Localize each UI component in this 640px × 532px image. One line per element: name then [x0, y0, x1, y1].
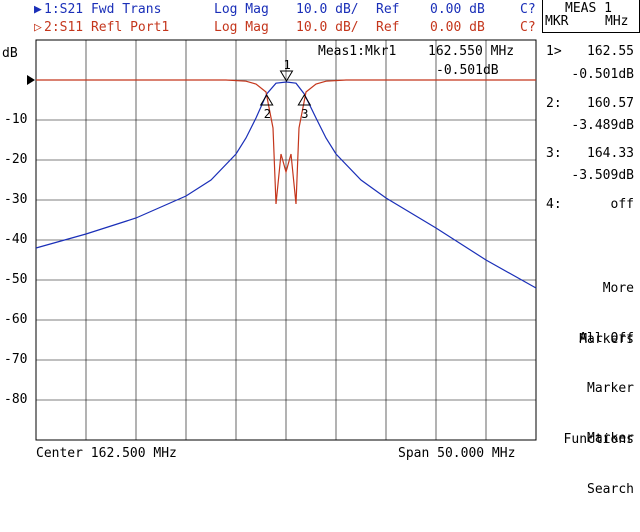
softkey-line2: Markers — [579, 332, 634, 347]
marker1-value: -0.501dB — [571, 67, 634, 82]
softkey-line1: Marker — [587, 381, 634, 396]
softkey-line1: Marker — [587, 431, 634, 446]
softkey-line1: All Off — [579, 331, 634, 346]
y-tick-label: -50 — [4, 272, 28, 287]
meas-box-right: MHz — [605, 14, 629, 29]
reference-level-arrow-icon — [27, 75, 35, 85]
marker-flag-icon[interactable] — [297, 94, 312, 106]
y-tick-label: -10 — [4, 112, 28, 127]
softkey-panel: MEAS 1 MKR MHz 1> 162.55 -0.501dB 2: 160… — [540, 0, 640, 497]
active-marker-label: Meas1:Mkr1 — [318, 44, 397, 59]
y-tick-label: -60 — [4, 312, 28, 327]
active-marker-value: -0.501dB — [436, 63, 499, 78]
y-tick-label: -80 — [4, 392, 28, 407]
marker-functions-softkey[interactable]: Marker Functions — [564, 346, 634, 482]
marker1-num: 1> — [546, 44, 562, 59]
marker1-freq: 162.55 — [587, 44, 634, 59]
active-marker-freq: 162.550 MHz — [428, 44, 515, 59]
trace-plot[interactable]: 1 2 3 — [0, 0, 640, 480]
marker3-value: -3.509dB — [571, 168, 634, 183]
trace2-scale[interactable]: 10.0 dB/ — [296, 20, 359, 35]
trace1-scale[interactable]: 10.0 dB/ — [296, 2, 359, 17]
marker-search-softkey[interactable]: Marker Search — [587, 396, 634, 532]
meas-box[interactable]: MEAS 1 MKR MHz — [542, 0, 640, 33]
marker3-freq: 164.33 — [587, 146, 634, 161]
trace1-marker-icon: ▶ — [34, 2, 42, 17]
y-tick-label: -70 — [4, 352, 28, 367]
marker2-freq: 160.57 — [587, 96, 634, 111]
y-tick-label: -20 — [4, 152, 28, 167]
trace2-id[interactable]: 2:S11 Refl Port1 — [44, 20, 170, 35]
more-markers-softkey[interactable]: More Markers — [579, 246, 634, 382]
y-tick-label: -40 — [4, 232, 28, 247]
marker-flag-number: 2 — [264, 107, 271, 121]
y-tick-label: -30 — [4, 192, 28, 207]
marker2-value: -3.489dB — [571, 118, 634, 133]
trace2-cal-status: C? — [520, 20, 536, 35]
marker3-num: 3: — [546, 146, 562, 161]
trace2-ref-label: Ref — [376, 20, 400, 35]
softkey-line2: Functions — [563, 432, 634, 447]
marker4-num: 4: — [546, 197, 562, 212]
softkey-line1: More — [602, 281, 634, 296]
marker4-freq: off — [610, 197, 634, 212]
y-unit-label: dB — [2, 46, 18, 61]
s11-trace-line — [36, 79, 536, 205]
marker-flag-number: 1 — [284, 58, 291, 72]
trace1-id[interactable]: 1:S21 Fwd Trans — [44, 2, 162, 17]
all-off-softkey[interactable]: All Off — [579, 296, 634, 381]
trace1-ref-value[interactable]: 0.00 dB — [430, 2, 485, 17]
span-frequency[interactable]: Span 50.000 MHz — [398, 446, 516, 461]
trace1-format[interactable]: Log Mag — [214, 2, 269, 17]
softkey-line2: Search — [587, 482, 634, 497]
marker-flag-number: 3 — [301, 107, 308, 121]
marker2-num: 2: — [546, 96, 562, 111]
center-frequency[interactable]: Center 162.500 MHz — [36, 446, 177, 461]
trace2-format[interactable]: Log Mag — [214, 20, 269, 35]
trace1-cal-status: C? — [520, 2, 536, 17]
marker-flag-icon[interactable] — [259, 94, 274, 106]
trace1-ref-label: Ref — [376, 2, 400, 17]
meas-box-left: MKR — [545, 14, 569, 29]
s21-trace-line — [35, 81, 537, 289]
trace2-marker-icon: ▷ — [34, 20, 42, 35]
meas-box-title: MEAS 1 — [565, 1, 612, 16]
marker-flag-icon[interactable] — [279, 70, 294, 82]
trace2-ref-value[interactable]: 0.00 dB — [430, 20, 485, 35]
